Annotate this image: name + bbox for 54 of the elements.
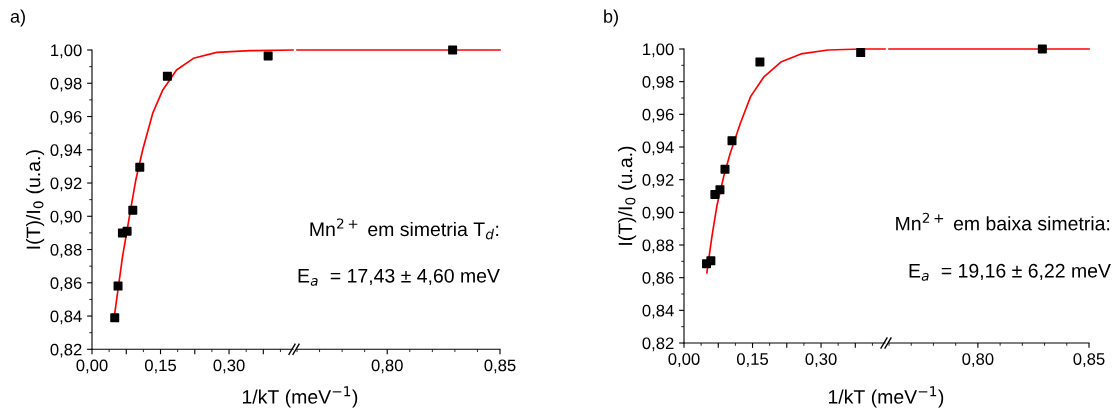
y-tick-label: 0,88 (50, 243, 82, 258)
point (715, 185, 725, 195)
point (263, 51, 273, 61)
y-tick-label: 0,96 (50, 110, 82, 125)
y-tick-label: 0,98 (50, 77, 82, 92)
y-tick-label: 0,92 (50, 177, 82, 192)
x-tick-label: 0,30 (213, 359, 245, 374)
x-tick-label: 0,00 (76, 359, 108, 374)
y-tick-label: 0,92 (642, 174, 674, 188)
x-tick-label: 0,15 (144, 359, 177, 374)
point (720, 164, 730, 174)
y-axis-title: I(T)/I$_{0}$ (u.a.) (618, 146, 637, 245)
point (113, 281, 123, 291)
chart-title: a) (10, 9, 25, 27)
point (727, 136, 737, 146)
x-tick-label: 0,85 (1073, 353, 1105, 367)
y-tick-label: 0,90 (50, 210, 82, 225)
y-tick-label: 0,86 (642, 272, 674, 286)
x-tick-label: 0,15 (736, 353, 769, 367)
point (128, 205, 138, 215)
x-tick-label: 0,00 (668, 353, 700, 367)
y-tick-label: 0,90 (642, 206, 674, 221)
y-tick-label: 0,94 (50, 144, 82, 158)
x-axis-title: 1/kT (meV$^{−1}$) (242, 386, 358, 408)
annotation: E$_{a}$ = 19,16 ± 6,22 meV (909, 263, 1111, 281)
y-tick-label: 0,84 (642, 304, 674, 319)
y-tick-label: 0,98 (642, 76, 674, 90)
point (110, 313, 120, 323)
annotation: Mn$^{2+}$ em baixa simetria: (896, 212, 1110, 231)
point (755, 57, 765, 67)
x-tick-label: 0,80 (371, 359, 403, 374)
y-tick-label: 0,86 (50, 277, 82, 291)
y-tick-label: 0,82 (642, 337, 674, 352)
point (135, 162, 145, 172)
chart-title: b) (604, 9, 618, 27)
y-tick-label: 0,88 (642, 239, 674, 254)
y-axis-title: I(T)/I$_{0}$ (u.a.) (26, 150, 45, 249)
x-tick-label: 0,85 (484, 359, 516, 374)
y-tick-label: 1,00 (51, 44, 82, 59)
x-axis-title: 1/kT (meV$^{−1}$) (828, 386, 944, 408)
line-series (706, 48, 886, 274)
y-tick-label: 1,00 (643, 43, 674, 58)
y-tick-label: 0,84 (50, 310, 82, 325)
annotation: Mn$^{2+}$ em simetria T$_{d}$: (310, 218, 499, 240)
y-tick-label: 0,96 (642, 108, 674, 123)
annotation: E$_{a}$ = 17,43 ± 4,60 meV (298, 268, 500, 286)
point (162, 71, 172, 81)
y-tick-label: 0,94 (642, 141, 674, 156)
x-tick-label: 0,30 (805, 353, 837, 367)
point (122, 226, 132, 236)
point (706, 256, 716, 266)
x-tick-label: 0,80 (962, 353, 994, 367)
y-tick-label: 0,82 (50, 343, 82, 358)
point (856, 48, 866, 58)
